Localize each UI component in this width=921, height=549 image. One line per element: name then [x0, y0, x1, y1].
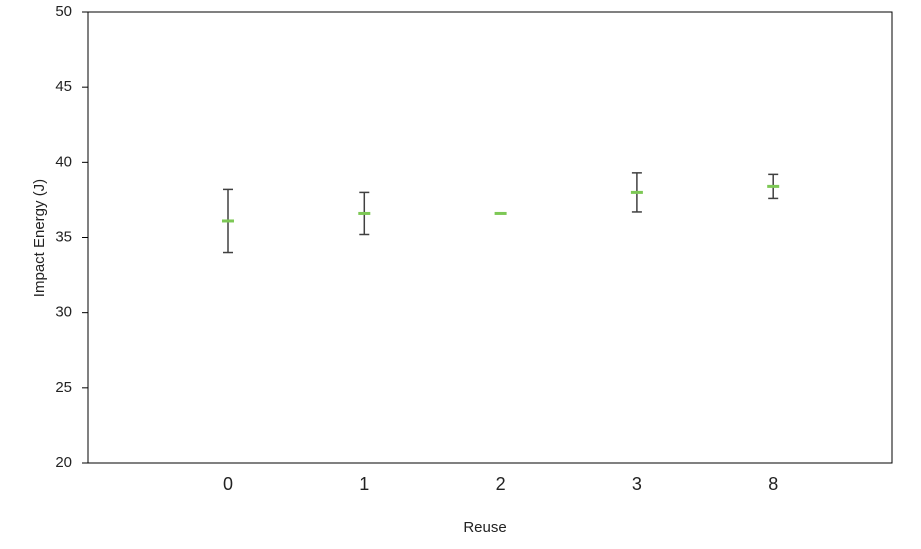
x-tick-label: 2	[496, 474, 506, 494]
x-tick-label: 1	[359, 474, 369, 494]
x-axis-label: Reuse	[463, 519, 506, 536]
plot-frame	[87, 11, 893, 464]
y-tick-label: 40	[55, 153, 72, 170]
y-tick-label: 20	[55, 454, 72, 471]
y-tick-label: 25	[55, 379, 72, 396]
y-tick-label: 30	[55, 304, 72, 321]
y-tick-label: 50	[55, 3, 72, 20]
x-tick-label: 0	[223, 474, 233, 494]
x-tick-label: 8	[768, 474, 778, 494]
x-tick-label: 3	[632, 474, 642, 494]
y-axis-label: Impact Energy (J)	[31, 179, 48, 297]
y-tick-label: 35	[55, 228, 72, 245]
y-tick-label: 45	[55, 78, 72, 95]
